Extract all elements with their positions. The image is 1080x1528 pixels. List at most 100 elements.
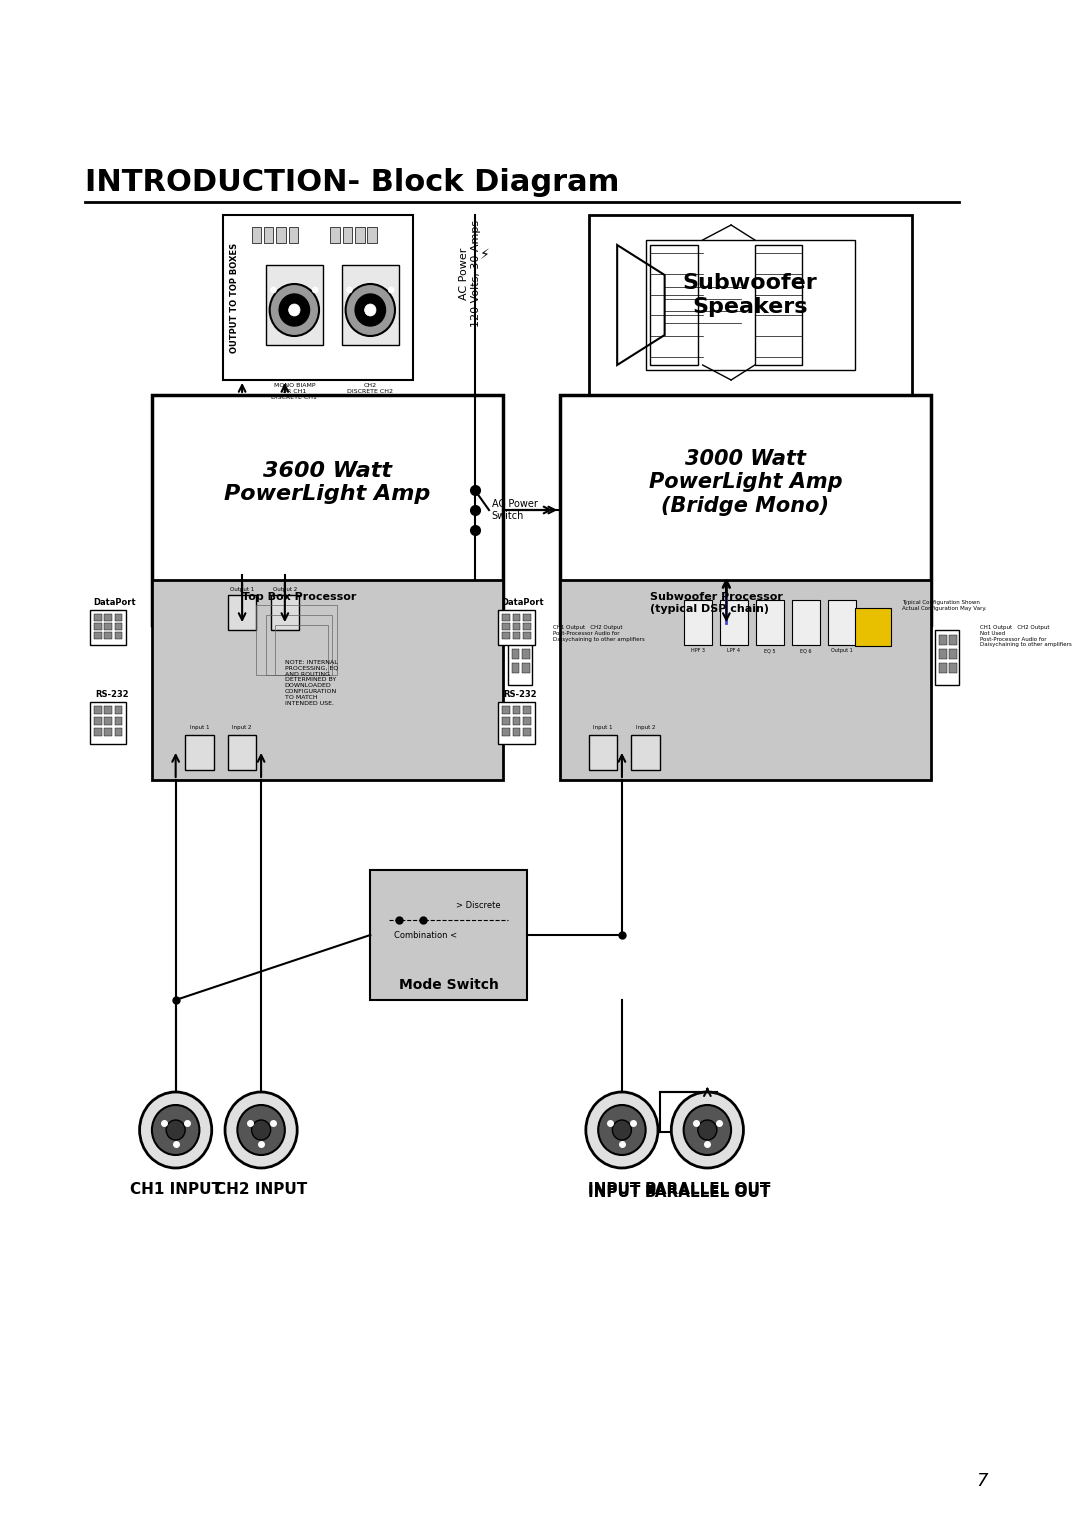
Bar <box>228 594 256 630</box>
Bar <box>660 1093 717 1132</box>
Bar <box>502 727 510 736</box>
Circle shape <box>139 1093 212 1167</box>
Bar <box>276 228 286 243</box>
Bar <box>512 663 519 672</box>
Bar <box>114 727 122 736</box>
Text: AC Power
120 Volts, 30 Amps: AC Power 120 Volts, 30 Amps <box>459 220 481 327</box>
Bar <box>105 614 112 620</box>
Bar <box>523 633 530 639</box>
Bar <box>94 706 102 714</box>
Circle shape <box>698 1120 717 1140</box>
Bar <box>114 706 122 714</box>
Circle shape <box>585 1093 658 1167</box>
Bar <box>94 717 102 724</box>
Bar <box>288 228 298 243</box>
Circle shape <box>166 1120 185 1140</box>
Bar <box>949 663 957 672</box>
Text: RS-232: RS-232 <box>503 691 537 698</box>
Text: Output 2: Output 2 <box>273 587 297 591</box>
Text: CH2
DISCRETE CH2: CH2 DISCRETE CH2 <box>348 384 393 394</box>
Bar <box>252 228 261 243</box>
Circle shape <box>347 287 352 293</box>
Circle shape <box>271 287 276 293</box>
Bar <box>646 240 854 370</box>
Text: Input 1: Input 1 <box>190 724 210 730</box>
Bar <box>523 636 530 645</box>
Circle shape <box>355 293 386 325</box>
Bar <box>719 601 748 645</box>
Text: EQ 5: EQ 5 <box>765 648 775 652</box>
Bar <box>105 633 112 639</box>
Bar <box>105 706 112 714</box>
Bar <box>370 869 527 999</box>
Text: Input 2: Input 2 <box>636 724 656 730</box>
Bar <box>755 244 802 365</box>
Text: Typical Configuration Shown
Actual Configuration May Vary.: Typical Configuration Shown Actual Confi… <box>902 601 987 611</box>
Text: Subwoofer Processor
(typical DSP chain): Subwoofer Processor (typical DSP chain) <box>650 591 783 614</box>
Bar <box>523 649 530 659</box>
Bar <box>105 623 112 630</box>
Bar <box>185 735 214 770</box>
Bar <box>341 264 399 345</box>
Bar <box>512 636 519 645</box>
Bar <box>589 735 617 770</box>
Bar <box>502 717 510 724</box>
Bar <box>523 663 530 672</box>
Bar <box>792 601 821 645</box>
Bar <box>152 396 503 625</box>
Bar <box>939 663 947 672</box>
Bar <box>94 614 102 620</box>
Text: Output 1: Output 1 <box>832 648 853 652</box>
Text: AC Power
Switch: AC Power Switch <box>491 500 538 521</box>
Bar <box>114 633 122 639</box>
Text: Subwoofer
Speakers: Subwoofer Speakers <box>683 274 818 316</box>
Circle shape <box>612 1120 632 1140</box>
Text: DataPort: DataPort <box>501 597 544 607</box>
Bar <box>854 608 891 646</box>
Circle shape <box>389 287 394 293</box>
Bar <box>94 727 102 736</box>
Text: Input 1: Input 1 <box>593 724 612 730</box>
Bar <box>224 215 413 380</box>
Bar <box>523 717 530 724</box>
Bar <box>94 623 102 630</box>
Text: PARALLEL OUT: PARALLEL OUT <box>645 1183 770 1196</box>
Bar <box>355 228 365 243</box>
Circle shape <box>238 1105 285 1155</box>
Bar <box>228 735 256 770</box>
Bar <box>513 717 521 724</box>
Text: INPUT 3: INPUT 3 <box>588 1186 656 1199</box>
Bar <box>949 649 957 659</box>
Circle shape <box>288 304 300 316</box>
Bar <box>650 244 698 365</box>
Circle shape <box>672 1093 743 1167</box>
Bar <box>271 594 299 630</box>
Bar <box>939 649 947 659</box>
Bar <box>499 610 535 645</box>
Text: Output 1: Output 1 <box>230 587 254 591</box>
Text: Top Box Processor: Top Box Processor <box>242 591 356 602</box>
Text: EQ 6: EQ 6 <box>800 648 812 652</box>
Circle shape <box>279 293 310 325</box>
Circle shape <box>152 1105 200 1155</box>
Bar <box>935 630 959 685</box>
Bar <box>756 601 784 645</box>
Text: 3600 Watt
PowerLight Amp: 3600 Watt PowerLight Amp <box>225 461 431 504</box>
Bar <box>264 228 273 243</box>
Text: OUTPUT TO TOP BOXES: OUTPUT TO TOP BOXES <box>230 243 239 353</box>
Bar <box>523 727 530 736</box>
Bar <box>114 623 122 630</box>
Bar <box>105 717 112 724</box>
Circle shape <box>270 284 319 336</box>
Text: ⚡: ⚡ <box>480 248 489 261</box>
Bar <box>939 636 947 645</box>
Text: NOTE: INTERNAL
PROCESSING, EQ
AND ROUTING
DETERMINED BY
DOWNLOADED
CONFIGURATION: NOTE: INTERNAL PROCESSING, EQ AND ROUTIN… <box>285 660 338 706</box>
Bar <box>114 717 122 724</box>
Bar <box>152 581 503 779</box>
Text: DataPort: DataPort <box>93 597 136 607</box>
Bar <box>513 633 521 639</box>
Bar <box>114 614 122 620</box>
Bar <box>499 701 535 744</box>
Bar <box>512 649 519 659</box>
Bar <box>684 601 712 645</box>
